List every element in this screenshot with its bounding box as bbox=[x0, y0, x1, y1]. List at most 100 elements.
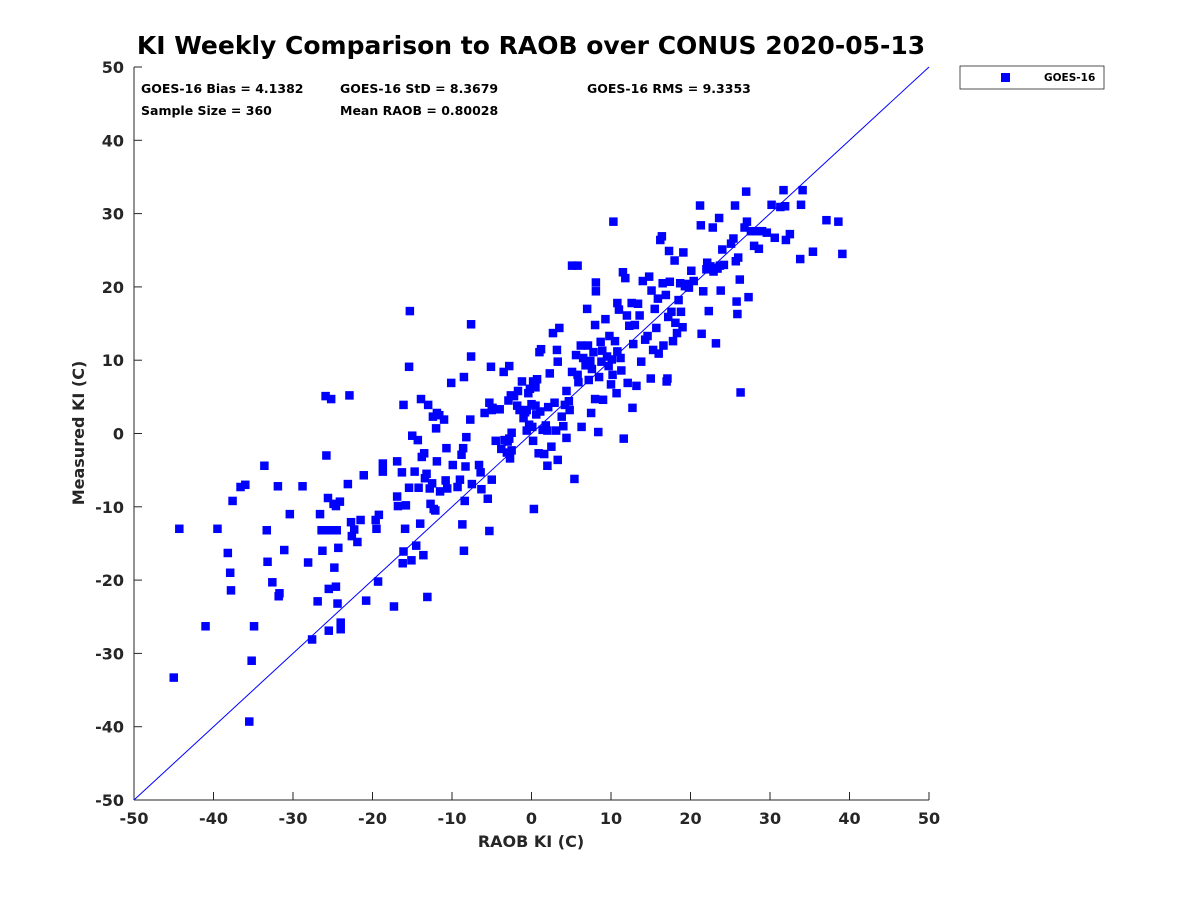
data-point bbox=[457, 450, 466, 460]
data-point bbox=[431, 506, 440, 515]
data-point bbox=[547, 442, 556, 451]
data-point bbox=[590, 320, 600, 330]
data-point bbox=[676, 307, 686, 317]
data-point bbox=[628, 403, 637, 413]
data-point bbox=[726, 239, 736, 248]
data-point bbox=[405, 306, 415, 316]
data-point bbox=[397, 468, 407, 477]
data-point bbox=[400, 524, 410, 534]
data-point bbox=[557, 412, 566, 421]
data-point bbox=[798, 185, 807, 195]
data-point bbox=[392, 492, 402, 501]
data-point bbox=[679, 248, 688, 257]
data-point bbox=[627, 298, 636, 308]
data-point bbox=[808, 247, 818, 256]
data-point bbox=[280, 545, 289, 555]
data-point bbox=[423, 592, 432, 602]
data-point bbox=[458, 520, 467, 529]
data-point bbox=[201, 622, 210, 631]
data-point bbox=[303, 558, 313, 567]
y-tick-label: -40 bbox=[95, 718, 124, 737]
x-tick-label: 30 bbox=[759, 809, 781, 828]
data-point bbox=[633, 299, 643, 309]
data-point bbox=[578, 353, 588, 363]
data-point bbox=[574, 377, 583, 387]
data-point bbox=[539, 449, 549, 459]
data-point bbox=[431, 424, 441, 433]
data-point bbox=[399, 400, 408, 410]
data-point bbox=[247, 656, 256, 665]
data-point bbox=[698, 287, 708, 296]
data-point bbox=[551, 426, 561, 435]
data-point bbox=[495, 405, 504, 414]
data-point bbox=[343, 479, 353, 489]
data-point bbox=[548, 328, 558, 338]
data-point bbox=[324, 626, 334, 635]
data-point bbox=[389, 602, 399, 611]
data-point bbox=[536, 344, 546, 354]
data-point bbox=[488, 403, 497, 413]
data-point bbox=[716, 286, 725, 295]
data-point bbox=[466, 320, 476, 329]
data-point bbox=[732, 297, 741, 306]
data-point bbox=[752, 226, 761, 236]
y-axis-label: Measured KI (C) bbox=[69, 361, 88, 506]
data-point bbox=[410, 467, 419, 476]
data-point bbox=[708, 223, 718, 232]
data-point bbox=[531, 401, 540, 410]
data-point bbox=[427, 479, 437, 488]
data-point bbox=[322, 451, 331, 460]
data-point bbox=[415, 519, 425, 528]
data-point bbox=[411, 541, 421, 550]
data-point bbox=[538, 425, 547, 435]
data-point bbox=[632, 381, 641, 391]
data-point bbox=[689, 276, 698, 286]
data-point bbox=[625, 321, 634, 330]
data-point bbox=[441, 476, 450, 485]
data-point bbox=[644, 272, 654, 281]
x-axis-label: RAOB KI (C) bbox=[478, 832, 584, 851]
data-point bbox=[371, 515, 380, 525]
data-point bbox=[834, 217, 843, 226]
legend: GOES-16 bbox=[959, 65, 1105, 90]
data-point bbox=[663, 374, 672, 383]
data-point bbox=[733, 253, 743, 262]
data-point bbox=[733, 309, 742, 319]
data-point bbox=[559, 421, 568, 431]
data-point bbox=[439, 415, 449, 424]
data-point bbox=[657, 232, 667, 241]
data-point bbox=[372, 524, 381, 534]
data-point bbox=[674, 295, 683, 305]
data-point bbox=[616, 353, 625, 363]
data-point bbox=[522, 426, 531, 435]
data-point bbox=[594, 372, 604, 382]
data-point bbox=[504, 434, 514, 443]
y-tick-label: -20 bbox=[95, 571, 124, 590]
data-point bbox=[607, 355, 617, 364]
one-to-one-reference-line bbox=[133, 66, 930, 801]
data-point bbox=[602, 352, 612, 361]
data-point bbox=[507, 428, 516, 438]
data-point bbox=[541, 421, 551, 430]
x-tick-label: 10 bbox=[600, 809, 622, 828]
data-point bbox=[583, 341, 593, 350]
data-point bbox=[591, 287, 601, 296]
data-point bbox=[770, 233, 780, 243]
data-point bbox=[532, 375, 542, 384]
data-point bbox=[332, 526, 341, 535]
x-tick-label: -40 bbox=[199, 809, 228, 828]
data-point bbox=[476, 468, 485, 477]
data-point bbox=[487, 475, 496, 484]
data-point bbox=[507, 446, 516, 455]
data-point bbox=[335, 497, 345, 506]
data-point bbox=[594, 427, 603, 437]
data-point bbox=[598, 346, 607, 355]
x-tick-label: 40 bbox=[838, 809, 860, 828]
data-point bbox=[315, 509, 325, 519]
data-point bbox=[225, 568, 235, 578]
y-tick-label: 0 bbox=[113, 425, 124, 444]
data-point bbox=[571, 350, 581, 360]
data-point bbox=[534, 449, 543, 458]
data-point bbox=[664, 246, 674, 256]
data-point bbox=[435, 487, 445, 496]
